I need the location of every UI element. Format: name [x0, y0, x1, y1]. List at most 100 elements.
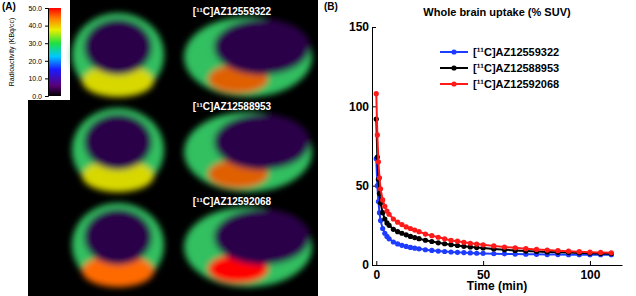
marker	[577, 249, 582, 254]
tick-label: 150	[349, 20, 369, 34]
marker	[474, 241, 479, 246]
series	[374, 156, 614, 257]
legend-label: [¹¹C]AZ12559322	[473, 46, 559, 58]
tick: 150	[349, 20, 376, 34]
tick-label: 40.0	[28, 22, 42, 29]
image-background	[28, 100, 318, 296]
marker	[448, 249, 453, 254]
marker	[429, 239, 434, 244]
image-background	[70, 0, 318, 296]
legend-entry: [¹¹C]AZ12559322	[440, 46, 559, 58]
marker	[461, 240, 466, 245]
marker	[442, 249, 447, 254]
legend-label: [¹¹C]AZ12588953	[473, 62, 559, 74]
marker	[380, 226, 385, 231]
tick: 50.0	[28, 5, 48, 12]
panel-a: [¹¹C]AZ12559322 [¹¹C]AZ12588953 [¹¹C]AZ125…	[2, 0, 318, 296]
tick-label: 100	[349, 100, 369, 114]
axis-line	[45, 9, 49, 97]
tick-mark	[483, 261, 484, 265]
tick-mark	[45, 96, 48, 97]
marker	[416, 229, 421, 234]
marker	[423, 231, 428, 236]
tissue	[184, 17, 312, 97]
brain	[84, 19, 152, 75]
legend-marker	[451, 81, 456, 86]
image-label: [¹¹C]AZ12559322	[193, 6, 272, 17]
panel-label: (A)	[2, 1, 16, 12]
marker	[404, 244, 409, 249]
chart-root: [¹¹C]AZ12559322 [¹¹C]AZ12588953 [¹¹C]AZ125…	[0, 0, 636, 296]
tick-mark	[45, 26, 48, 27]
legend-marker	[451, 65, 456, 70]
series	[374, 116, 614, 256]
tissue	[72, 203, 164, 287]
line	[376, 159, 611, 255]
tick: 40.0	[28, 22, 48, 29]
axis-line	[373, 265, 623, 266]
tick-label: 20.0	[28, 58, 42, 65]
tissue	[72, 13, 164, 97]
marker	[436, 235, 441, 240]
legend-marker	[451, 49, 456, 54]
legend-entry: [¹¹C]AZ12592068	[440, 78, 559, 90]
brain	[214, 209, 310, 265]
tick-label: 0	[362, 258, 369, 272]
marker	[448, 238, 453, 243]
chart-title: Whole brain uptake (% SUV)	[423, 6, 571, 18]
marker	[523, 246, 528, 251]
tick: 30.0	[28, 40, 48, 47]
marker	[566, 249, 571, 254]
tick-mark	[45, 43, 48, 44]
tick-label: 0.0	[32, 93, 42, 100]
marker	[382, 204, 387, 209]
marker	[436, 248, 441, 253]
marker	[481, 242, 486, 247]
marker	[386, 223, 391, 228]
tissue	[72, 108, 164, 192]
pet-image	[72, 13, 312, 97]
marker	[455, 250, 460, 255]
tick: 20.0	[28, 58, 48, 65]
marker	[598, 250, 603, 255]
line	[376, 119, 611, 254]
colorbar-label: Radioactivity (KBq/cc)	[8, 18, 16, 86]
tick-mark	[372, 265, 376, 266]
marker	[468, 241, 473, 246]
plot-area	[374, 91, 614, 257]
marker	[491, 243, 496, 248]
marker	[455, 239, 460, 244]
tissue	[184, 112, 312, 192]
brain	[214, 114, 310, 170]
tick: 10.0	[28, 75, 48, 82]
marker	[491, 251, 496, 256]
image-label: [¹¹C]AZ12592068	[193, 196, 272, 207]
tick: 100	[349, 100, 376, 114]
axis-line	[372, 28, 373, 266]
image-label: [¹¹C]AZ12588953	[193, 101, 272, 112]
tick-mark	[45, 61, 48, 62]
marker	[481, 251, 486, 256]
marker	[545, 247, 550, 252]
marker	[555, 248, 560, 253]
colorbar-axis: 0.0 10.0 20.0 30.0 40.0 50.0	[28, 5, 48, 100]
marker	[474, 251, 479, 256]
legend: [¹¹C]AZ12559322 [¹¹C]AZ12588953 [¹¹C]AZ125…	[440, 46, 559, 90]
tick-mark	[590, 261, 591, 265]
brain	[84, 114, 152, 170]
pet-image	[72, 108, 312, 192]
legend-entry: [¹¹C]AZ12588953	[440, 62, 559, 74]
tick-label: 30.0	[28, 40, 42, 47]
marker	[375, 132, 380, 137]
marker	[587, 250, 592, 255]
marker	[502, 244, 507, 249]
marker	[429, 248, 434, 253]
tick-label: 50.0	[28, 5, 42, 12]
tick-mark	[45, 8, 48, 9]
tick-mark	[372, 106, 376, 107]
marker	[609, 251, 614, 256]
marker	[442, 241, 447, 246]
tick-label: 50	[356, 179, 370, 193]
marker	[391, 216, 396, 221]
brain	[84, 209, 152, 265]
